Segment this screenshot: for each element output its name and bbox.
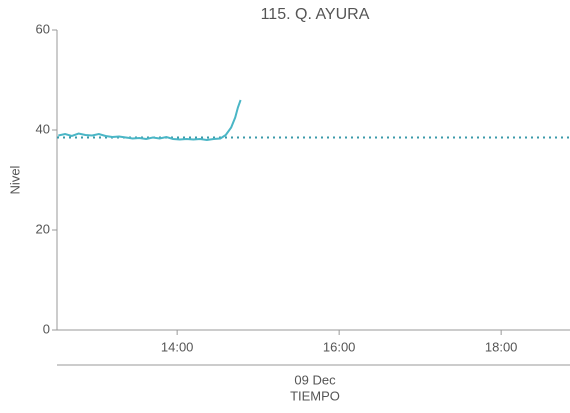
y-tick-label: 0 — [43, 321, 50, 336]
x-axis-label: TIEMPO — [290, 388, 340, 403]
x-tick-label: 18:00 — [485, 339, 518, 354]
y-tick-label: 20 — [36, 221, 50, 236]
date-label: 09 Dec — [294, 372, 336, 387]
x-tick-label: 16:00 — [323, 339, 356, 354]
x-tick-label: 14:00 — [161, 339, 194, 354]
y-tick-label: 40 — [36, 121, 50, 136]
data-line — [58, 99, 242, 142]
chart-title: 115. Q. AYURA — [261, 6, 370, 23]
y-tick-label: 60 — [36, 21, 50, 36]
y-axis-label: Nivel — [7, 165, 22, 194]
